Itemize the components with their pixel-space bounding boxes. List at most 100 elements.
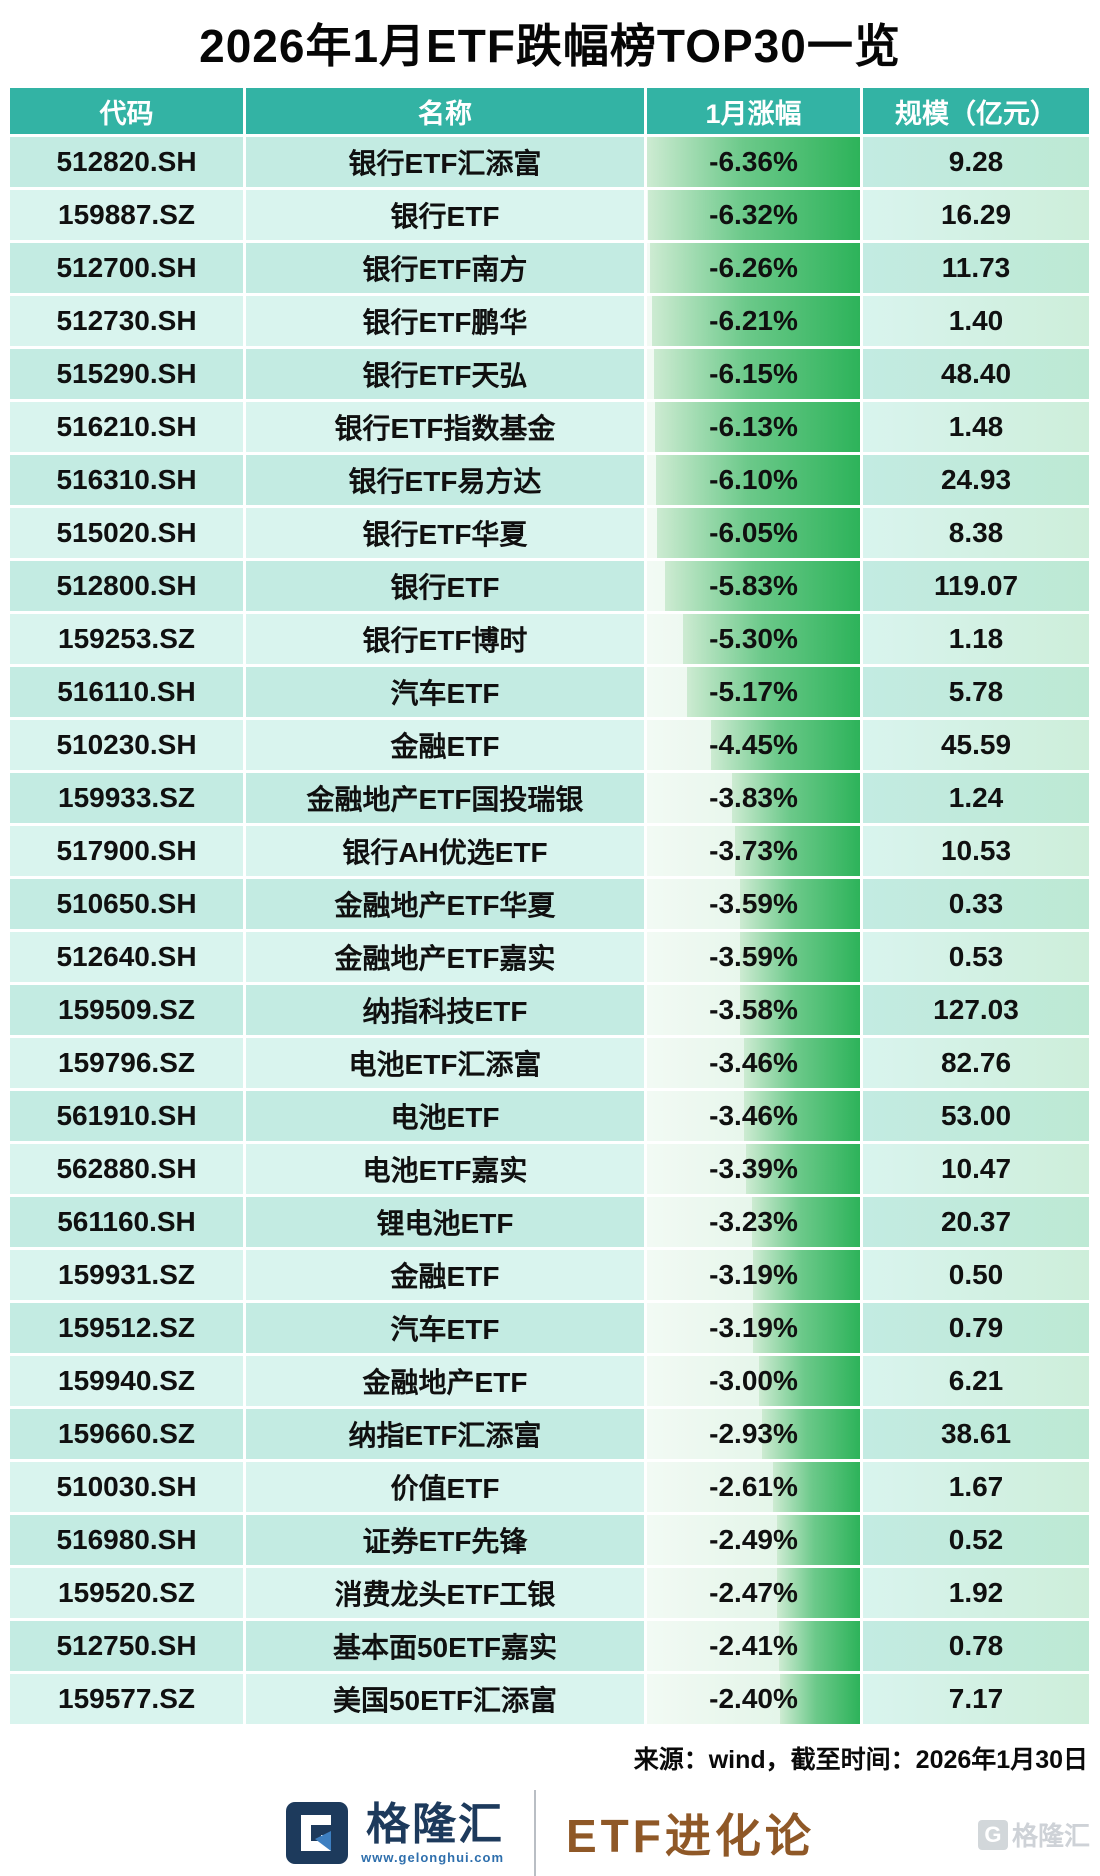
table-row: 159796.SZ 电池ETF汇添富 -3.46% 82.76 bbox=[10, 1038, 1089, 1088]
watermark-g-icon: G bbox=[977, 1819, 1008, 1850]
table-row: 512730.SH 银行ETF鹏华 -6.21% 1.40 bbox=[10, 296, 1089, 346]
change-bar bbox=[655, 455, 860, 505]
change-bar bbox=[753, 1303, 860, 1353]
table-row: 512750.SH 基本面50ETF嘉实 -2.41% 0.78 bbox=[10, 1621, 1089, 1671]
change-cell: -6.15% bbox=[647, 349, 860, 399]
change-cell: -6.13% bbox=[647, 402, 860, 452]
change-cell: -2.61% bbox=[647, 1462, 860, 1512]
table-row: 561910.SH 电池ETF -3.46% 53.00 bbox=[10, 1091, 1089, 1141]
scale-cell: 1.24 bbox=[863, 773, 1089, 823]
scale-cell: 9.28 bbox=[863, 137, 1089, 187]
name-cell: 汽车ETF bbox=[246, 1303, 644, 1353]
change-bar bbox=[753, 1250, 860, 1300]
change-value: -3.73% bbox=[709, 835, 798, 866]
name-cell: 银行ETF鹏华 bbox=[246, 296, 644, 346]
name-cell: 电池ETF汇添富 bbox=[246, 1038, 644, 1088]
table-row: 515290.SH 银行ETF天弘 -6.15% 48.40 bbox=[10, 349, 1089, 399]
scale-cell: 48.40 bbox=[863, 349, 1089, 399]
code-cell: 159253.SZ bbox=[10, 614, 243, 664]
scale-cell: 1.48 bbox=[863, 402, 1089, 452]
code-cell: 510230.SH bbox=[10, 720, 243, 770]
name-cell: 锂电池ETF bbox=[246, 1197, 644, 1247]
footer-branding: 格隆汇 www.gelonghui.com ETF进化论 bbox=[0, 1790, 1100, 1876]
scale-cell: 0.33 bbox=[863, 879, 1089, 929]
code-cell: 159520.SZ bbox=[10, 1568, 243, 1618]
scale-cell: 1.67 bbox=[863, 1462, 1089, 1512]
source-note: 来源：wind，截至时间：2026年1月30日 bbox=[633, 1746, 1088, 1774]
etf-decline-table: 代码 名称 1月涨幅 规模（亿元） 512820.SH 银行ETF汇添富 -6.… bbox=[10, 88, 1089, 1724]
change-value: -2.93% bbox=[709, 1418, 798, 1449]
table-row: 516980.SH 证券ETF先锋 -2.49% 0.52 bbox=[10, 1515, 1089, 1565]
change-cell: -6.36% bbox=[647, 137, 860, 187]
change-cell: -3.59% bbox=[647, 879, 860, 929]
change-cell: -2.49% bbox=[647, 1515, 860, 1565]
change-bar bbox=[751, 1197, 860, 1247]
name-cell: 价值ETF bbox=[246, 1462, 644, 1512]
table-row: 512820.SH 银行ETF汇添富 -6.36% 9.28 bbox=[10, 137, 1089, 187]
change-cell: -3.46% bbox=[647, 1038, 860, 1088]
header-scale: 规模（亿元） bbox=[863, 88, 1089, 134]
name-cell: 金融ETF bbox=[246, 1250, 644, 1300]
scale-cell: 5.78 bbox=[863, 667, 1089, 717]
table-row: 516210.SH 银行ETF指数基金 -6.13% 1.48 bbox=[10, 402, 1089, 452]
scale-cell: 20.37 bbox=[863, 1197, 1089, 1247]
change-cell: -6.26% bbox=[647, 243, 860, 293]
change-value: -6.32% bbox=[709, 199, 798, 230]
change-value: -6.26% bbox=[709, 252, 798, 283]
name-cell: 电池ETF bbox=[246, 1091, 644, 1141]
code-cell: 515290.SH bbox=[10, 349, 243, 399]
etf-brand-title: ETF进化论 bbox=[566, 1810, 815, 1862]
name-cell: 银行ETF bbox=[246, 561, 644, 611]
change-bar bbox=[654, 349, 860, 399]
scale-cell: 24.93 bbox=[863, 455, 1089, 505]
change-value: -3.83% bbox=[709, 782, 798, 813]
change-value: -2.41% bbox=[709, 1630, 798, 1661]
change-value: -3.46% bbox=[709, 1047, 798, 1078]
change-bar bbox=[779, 1674, 860, 1724]
name-cell: 银行ETF博时 bbox=[246, 614, 644, 664]
change-value: -2.47% bbox=[709, 1577, 798, 1608]
change-value: -2.49% bbox=[709, 1524, 798, 1555]
table-row: 159577.SZ 美国50ETF汇添富 -2.40% 7.17 bbox=[10, 1674, 1089, 1724]
change-bar bbox=[652, 296, 860, 346]
name-cell: 金融地产ETF嘉实 bbox=[246, 932, 644, 982]
code-cell: 512730.SH bbox=[10, 296, 243, 346]
footer-divider bbox=[534, 1790, 536, 1876]
code-cell: 159931.SZ bbox=[10, 1250, 243, 1300]
code-cell: 510030.SH bbox=[10, 1462, 243, 1512]
scale-cell: 6.21 bbox=[863, 1356, 1089, 1406]
table-row: 512700.SH 银行ETF南方 -6.26% 11.73 bbox=[10, 243, 1089, 293]
change-cell: -2.93% bbox=[647, 1409, 860, 1459]
change-bar bbox=[735, 826, 860, 876]
change-cell: -3.19% bbox=[647, 1250, 860, 1300]
change-value: -2.61% bbox=[709, 1471, 798, 1502]
code-cell: 159660.SZ bbox=[10, 1409, 243, 1459]
code-cell: 512800.SH bbox=[10, 561, 243, 611]
table-row: 159933.SZ 金融地产ETF国投瑞银 -3.83% 1.24 bbox=[10, 773, 1089, 823]
scale-cell: 10.47 bbox=[863, 1144, 1089, 1194]
name-cell: 基本面50ETF嘉实 bbox=[246, 1621, 644, 1671]
name-cell: 纳指ETF汇添富 bbox=[246, 1409, 644, 1459]
change-value: -6.13% bbox=[709, 411, 798, 442]
change-bar bbox=[761, 1409, 860, 1459]
change-bar bbox=[744, 1038, 860, 1088]
code-cell: 159512.SZ bbox=[10, 1303, 243, 1353]
scale-cell: 8.38 bbox=[863, 508, 1089, 558]
change-cell: -4.45% bbox=[647, 720, 860, 770]
code-cell: 159887.SZ bbox=[10, 190, 243, 240]
change-cell: -3.39% bbox=[647, 1144, 860, 1194]
table-row: 159520.SZ 消费龙头ETF工银 -2.47% 1.92 bbox=[10, 1568, 1089, 1618]
change-bar bbox=[746, 1144, 860, 1194]
code-cell: 512640.SH bbox=[10, 932, 243, 982]
header-code: 代码 bbox=[10, 88, 243, 134]
change-cell: -6.32% bbox=[647, 190, 860, 240]
name-cell: 消费龙头ETF工银 bbox=[246, 1568, 644, 1618]
scale-cell: 38.61 bbox=[863, 1409, 1089, 1459]
change-value: -4.45% bbox=[709, 729, 798, 760]
scale-cell: 119.07 bbox=[863, 561, 1089, 611]
change-value: -3.00% bbox=[709, 1365, 798, 1396]
header-change: 1月涨幅 bbox=[647, 88, 860, 134]
name-cell: 银行ETF bbox=[246, 190, 644, 240]
code-cell: 159577.SZ bbox=[10, 1674, 243, 1724]
name-cell: 金融地产ETF国投瑞银 bbox=[246, 773, 644, 823]
